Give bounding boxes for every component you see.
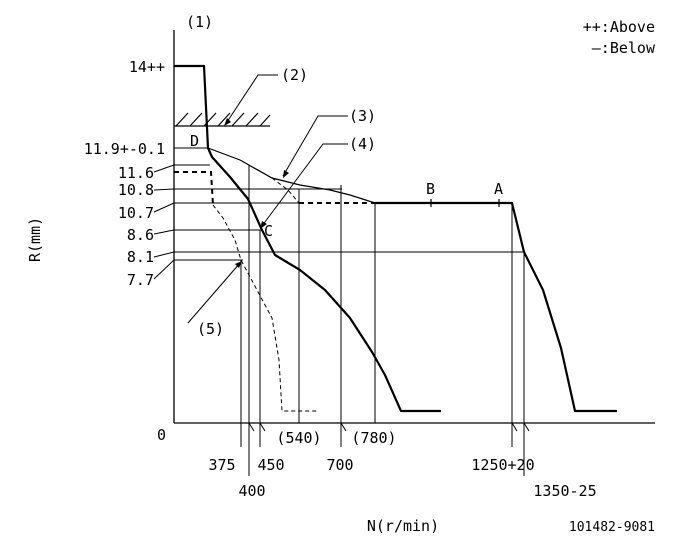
- lower-dashed-curve: [174, 171, 214, 206]
- stopper-hatch: [174, 112, 271, 127]
- y-label-7-7: 7.7: [127, 271, 154, 289]
- callout-4: (4): [349, 135, 376, 153]
- y-label-11-6: 11.6: [118, 164, 154, 182]
- callout-2: (2): [281, 66, 308, 84]
- callout-leaders: [187, 74, 348, 324]
- upper-curve: [207, 147, 376, 204]
- legend-above: ++:Above: [583, 18, 655, 36]
- x-label-450: 450: [257, 456, 284, 474]
- y-label-14: 14++: [129, 58, 165, 76]
- lower-thin-dashed-curve: [212, 204, 318, 412]
- x-label-1350: 1350-25: [533, 482, 596, 500]
- x-label-400: 400: [238, 482, 265, 500]
- callout-5-arrowhead: [235, 261, 242, 268]
- callout-3-arrowhead: [283, 170, 289, 178]
- callout-1: (1): [186, 13, 213, 31]
- callout-2-arrowhead: [224, 118, 231, 126]
- origin-label: 0: [157, 426, 166, 444]
- x-axis-title: N(r/min): [367, 517, 439, 535]
- y-label-8-1: 8.1: [127, 248, 154, 266]
- x-label-1250: 1250+20: [471, 456, 534, 474]
- callout-5: (5): [197, 320, 224, 338]
- callout-4-arrowhead: [260, 221, 267, 229]
- x-label-375: 375: [208, 456, 235, 474]
- y-axis-title: R(mm): [26, 217, 44, 262]
- y-label-10-7: 10.7: [118, 204, 154, 222]
- vertical-reference-lines: [240, 165, 525, 476]
- middle-dashed-curve: [271, 177, 300, 204]
- full-load-curve: [174, 64, 441, 413]
- y-label-leaders: [153, 164, 175, 280]
- x-label-700: 700: [326, 456, 353, 474]
- point-d-label: D: [190, 132, 199, 150]
- y-label-10-8: 10.8: [118, 181, 154, 199]
- point-b-label: B: [426, 180, 435, 198]
- x-label-780: (780): [351, 429, 396, 447]
- callout-3: (3): [349, 107, 376, 125]
- x-label-540: (540): [276, 429, 321, 447]
- rated-plateau: [375, 201, 617, 413]
- point-c-label: C: [264, 222, 273, 240]
- point-a-label: A: [494, 180, 503, 198]
- horizontal-reference-lines: [174, 65, 524, 261]
- x-axis-ticks: [248, 422, 530, 432]
- legend-below: —:Below: [592, 39, 656, 57]
- y-label-11-9: 11.9+-0.1: [84, 140, 165, 158]
- y-label-8-6: 8.6: [127, 226, 154, 244]
- document-id: 101482-9081: [569, 520, 655, 535]
